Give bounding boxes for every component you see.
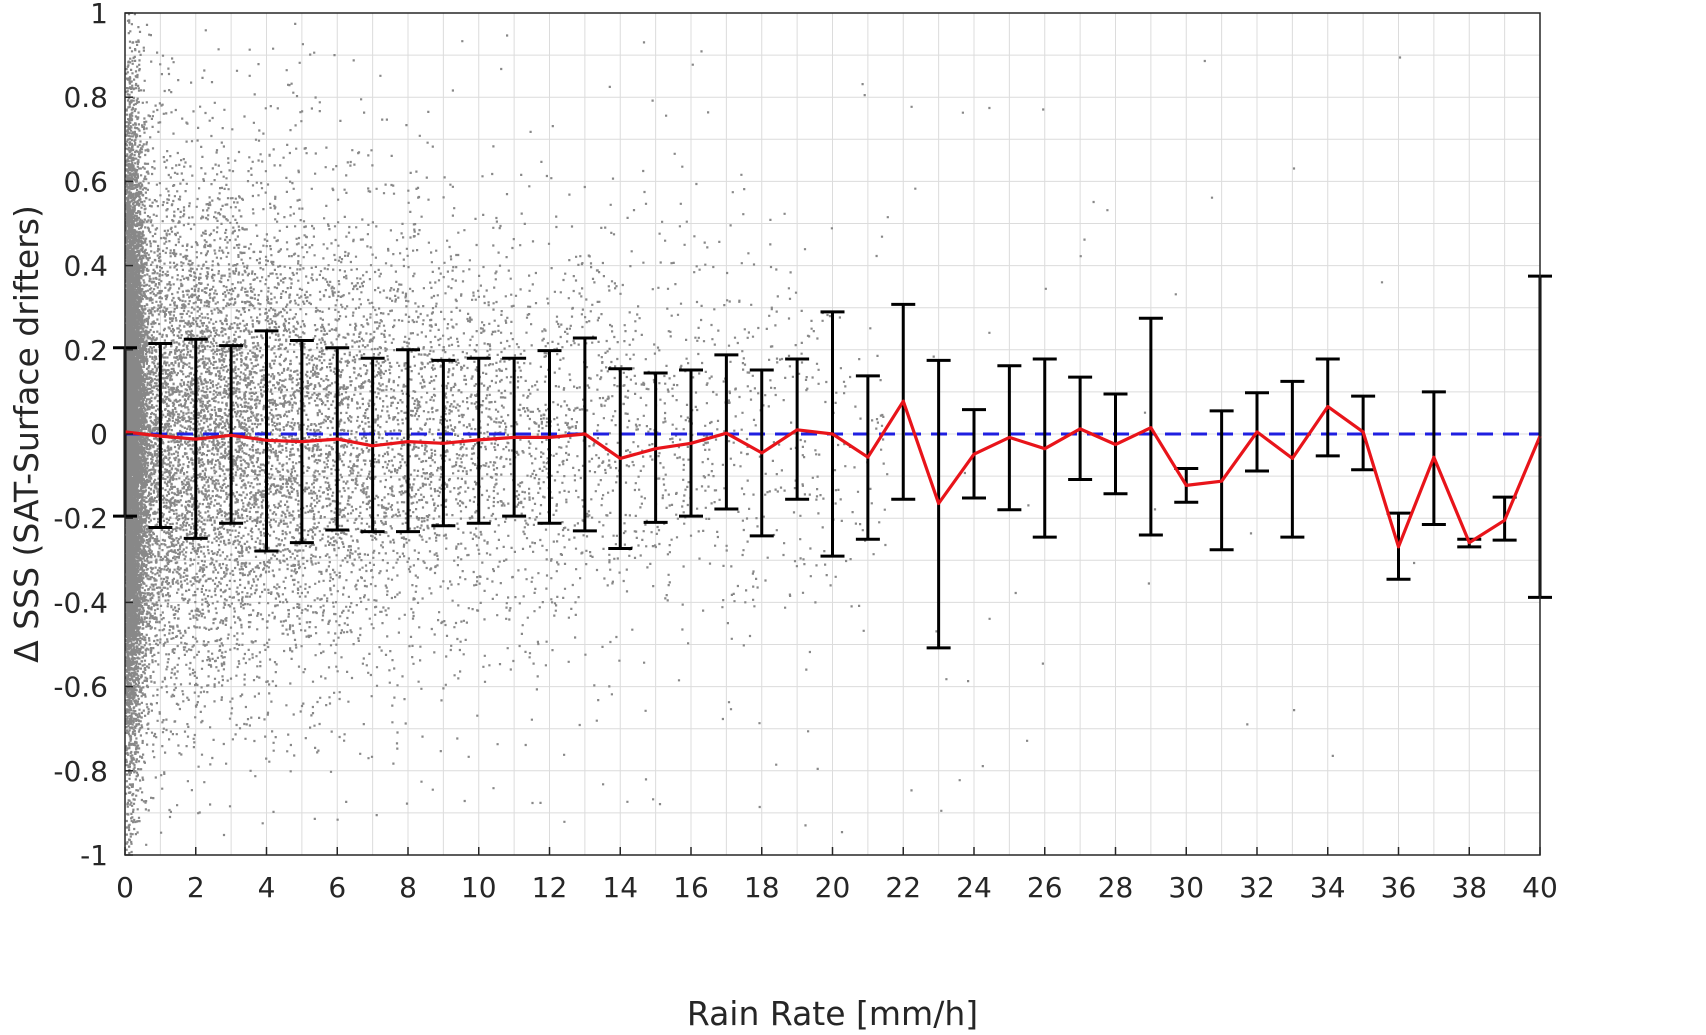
y-tick-label: 1 — [90, 0, 108, 30]
x-tick-label: 28 — [1098, 871, 1134, 904]
y-tick-label: -0.2 — [53, 502, 108, 535]
x-tick-label: 40 — [1522, 871, 1558, 904]
x-tick-label: 16 — [673, 871, 709, 904]
y-tick-label: -1 — [80, 839, 108, 872]
x-tick-labels: 0 2 4 6 8 10 12 14 16 18 20 22 24 26 28 30 32 34 36 38 40 — [116, 847, 1558, 904]
x-tick-label: 4 — [258, 871, 276, 904]
x-tick-label: 2 — [187, 871, 205, 904]
x-tick-label: 34 — [1310, 871, 1346, 904]
y-tick-label: 0.6 — [63, 165, 108, 198]
x-tick-label: 20 — [815, 871, 851, 904]
x-tick-label: 10 — [461, 871, 497, 904]
x-tick-label: 32 — [1239, 871, 1275, 904]
mean-line — [124, 399, 1542, 549]
x-tick-label: 38 — [1451, 871, 1487, 904]
x-tick-label: 30 — [1168, 871, 1204, 904]
x-tick-label: 0 — [116, 871, 134, 904]
x-tick-label: 14 — [602, 871, 638, 904]
x-tick-label: 18 — [744, 871, 780, 904]
y-tick-label: 0.8 — [63, 81, 108, 114]
x-tick-label: 6 — [328, 871, 346, 904]
x-tick-label: 26 — [1027, 871, 1063, 904]
x-tick-label: 22 — [885, 871, 921, 904]
y-tick-label: 0.2 — [63, 334, 108, 367]
y-tick-label: 0 — [90, 418, 108, 451]
x-tick-label: 8 — [399, 871, 417, 904]
y-tick-label: -0.4 — [53, 586, 108, 619]
x-tick-label: 24 — [956, 871, 992, 904]
mean-series-line — [124, 399, 1542, 549]
y-tick-labels: -1 -0.8 -0.6 -0.4 -0.2 0 0.2 0.4 0.6 0.8 1 — [53, 0, 133, 872]
x-tick-label: 12 — [532, 871, 568, 904]
x-axis-label: Rain Rate [mm/h] — [687, 994, 978, 1033]
y-tick-label: -0.8 — [53, 755, 108, 788]
y-axis-label: Δ SSS (SAT-Surface drifters) — [7, 205, 46, 663]
x-tick-label: 36 — [1381, 871, 1417, 904]
y-tick-label: -0.6 — [53, 671, 108, 704]
y-tick-label: 0.4 — [63, 250, 108, 283]
